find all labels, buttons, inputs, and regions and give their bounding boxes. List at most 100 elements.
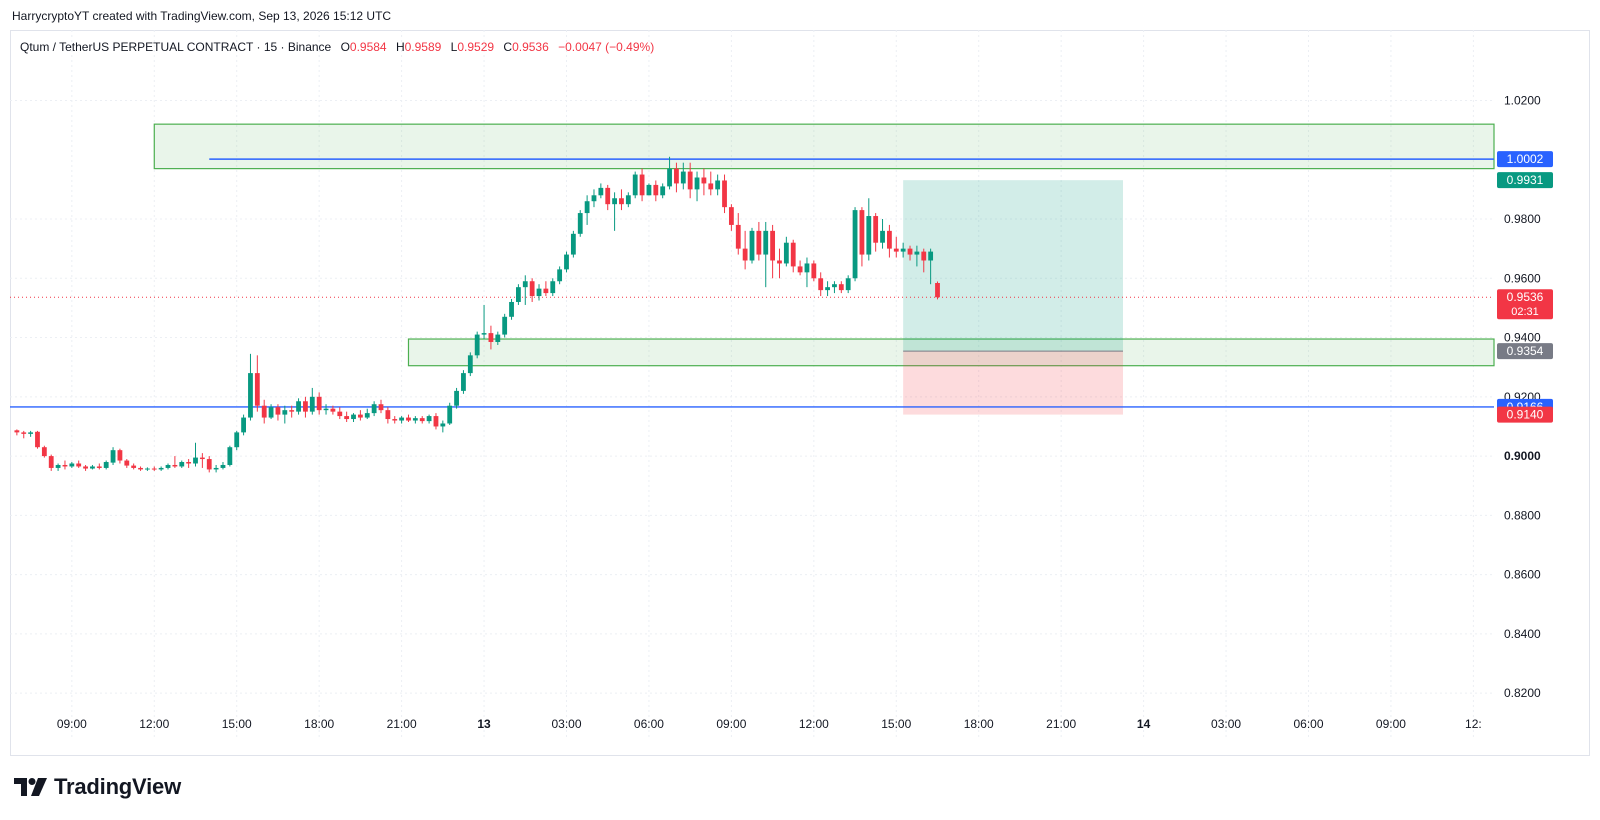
- x-tick-label: 09:00: [1376, 717, 1406, 731]
- candle-body: [612, 198, 617, 205]
- close-label: C: [503, 40, 513, 54]
- candle-body: [21, 432, 27, 434]
- time-axis: 09:00 12:00 15:00 18:00 21:00 13 03:00 06:00 09:…: [57, 717, 1482, 731]
- candle-body: [742, 248, 748, 261]
- candle-body: [735, 224, 741, 249]
- x-tick-label: 03:00: [551, 717, 581, 731]
- candle-body: [893, 248, 899, 252]
- candle-body: [852, 210, 858, 279]
- candle-body: [426, 416, 432, 422]
- candle-body: [674, 168, 679, 184]
- candle-body: [69, 463, 75, 467]
- candle-body: [632, 174, 638, 196]
- x-tick-label: 15:00: [222, 717, 252, 731]
- candle-body: [378, 404, 384, 411]
- candle-body: [172, 464, 178, 467]
- candle-body: [179, 462, 185, 467]
- candle-body: [838, 284, 844, 291]
- candle-body: [900, 248, 906, 252]
- price-label: 0.9536: [1507, 290, 1544, 304]
- candle-body: [474, 334, 480, 356]
- zones: [153, 123, 1495, 367]
- x-tick-label: 21:00: [387, 717, 417, 731]
- candle-body: [261, 405, 267, 418]
- candle-body: [887, 230, 892, 249]
- candle-body: [845, 278, 851, 291]
- candle-body: [165, 464, 171, 468]
- x-tick-label: 06:00: [634, 717, 664, 731]
- candle-body: [495, 334, 501, 342]
- candle-body: [825, 287, 830, 291]
- chart-attribution: HarrycryptoYT created with TradingView.c…: [12, 9, 392, 23]
- x-tick-label: 18:00: [304, 717, 334, 731]
- candle-body: [715, 180, 721, 190]
- symbol-title[interactable]: Qtum / TetherUS PERPETUAL CONTRACT · 15 …: [20, 40, 332, 54]
- candle-body: [722, 180, 727, 208]
- x-tick-label: 18:00: [964, 717, 994, 731]
- countdown-label: 02:31: [1511, 306, 1539, 318]
- candle-body: [76, 463, 82, 467]
- candle-body: [866, 216, 872, 255]
- price-label-bg: [1497, 172, 1553, 189]
- candle-body: [783, 242, 789, 264]
- candle-body: [330, 408, 336, 412]
- candle-body: [763, 230, 769, 255]
- candle-body: [83, 466, 88, 469]
- candle-body: [529, 281, 535, 297]
- candle-body: [921, 251, 927, 261]
- candle-body: [241, 417, 246, 433]
- candle-body: [199, 457, 205, 460]
- candle-body: [536, 288, 542, 297]
- candle-body: [440, 423, 446, 427]
- stop-area: [903, 351, 1123, 415]
- candle-body: [282, 410, 288, 415]
- candle-body: [873, 216, 879, 243]
- candle-body: [110, 450, 116, 463]
- low-label: L: [450, 40, 458, 54]
- candle-body: [516, 287, 521, 302]
- candle-body: [625, 195, 631, 205]
- y-tick-label: 0.8800: [1504, 508, 1541, 522]
- candle-body: [62, 464, 68, 467]
- candle-body: [770, 230, 776, 261]
- candle-body: [303, 401, 308, 412]
- candle-body: [323, 408, 329, 411]
- price-label-bg: [1497, 343, 1553, 360]
- candle-body: [254, 373, 260, 406]
- candle-body: [35, 431, 40, 448]
- candle-body: [296, 401, 301, 412]
- x-tick-label: 03:00: [1211, 717, 1241, 731]
- candle-body: [406, 417, 411, 421]
- candle-body: [687, 171, 693, 190]
- candle-body: [701, 177, 707, 184]
- candle-body: [186, 462, 192, 464]
- symbol-legend[interactable]: Qtum / TetherUS PERPETUAL CONTRACT · 15 …: [20, 40, 654, 54]
- candle-body: [797, 266, 803, 273]
- candle-body: [935, 283, 940, 298]
- candle-body: [667, 168, 672, 187]
- candle-body: [158, 467, 164, 470]
- candle-body: [777, 260, 782, 264]
- candle-body: [749, 230, 755, 261]
- open-value: 0.9584: [349, 40, 387, 54]
- candle-body: [639, 174, 645, 196]
- candle-body: [811, 263, 817, 279]
- candle-body: [790, 242, 796, 267]
- candle-body: [131, 465, 137, 468]
- candle-body: [234, 432, 240, 448]
- horizontal-lines: [10, 158, 1494, 408]
- price-label-bg: [1497, 289, 1553, 320]
- candle-body: [543, 288, 549, 294]
- candle-body: [467, 355, 473, 374]
- candle-body: [151, 468, 157, 470]
- candle-body: [124, 460, 130, 466]
- candle-body: [145, 468, 150, 470]
- close-value: 0.9536: [512, 40, 549, 54]
- candle-body: [502, 316, 508, 335]
- candle-body: [605, 187, 611, 205]
- open-label: O: [340, 40, 350, 54]
- candle-body: [646, 184, 652, 196]
- tradingview-logo[interactable]: TradingView: [14, 774, 181, 800]
- y-tick-label: 0.8600: [1504, 568, 1541, 582]
